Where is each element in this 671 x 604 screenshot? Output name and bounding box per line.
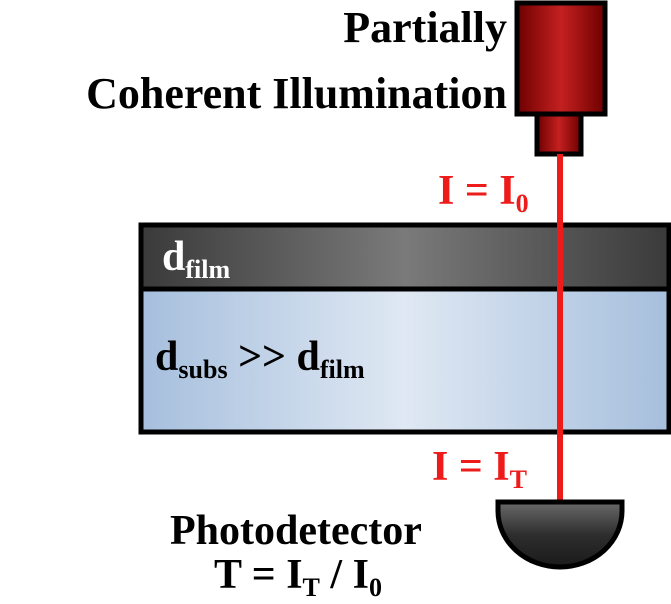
formula-part-b: / I — [319, 552, 369, 598]
substrate-comparison: >> d — [227, 334, 320, 380]
substrate-d-main: d — [155, 334, 179, 380]
photodetector-label: Photodetector — [170, 508, 422, 554]
substrate-thickness-label: dsubs >> dfilm — [155, 334, 365, 383]
incident-intensity-sub: 0 — [515, 189, 529, 219]
source-label-line1: Partially — [343, 3, 507, 52]
lamp-body — [514, 0, 608, 117]
substrate-film-sub: film — [319, 355, 365, 385]
source-label-line2: Coherent Illumination — [86, 69, 507, 118]
film-layer — [138, 222, 671, 292]
formula-sub-b: 0 — [368, 573, 382, 603]
formula-part-a: T = I — [214, 552, 303, 598]
formula-sub-a: T — [302, 573, 320, 603]
incident-intensity-main: I = I — [438, 168, 516, 214]
transmitted-intensity-sub: T — [509, 465, 527, 495]
transmitted-intensity-label: I = IT — [432, 444, 527, 493]
transmittance-formula: T = IT / I0 — [214, 552, 382, 601]
film-thickness-sub: film — [185, 255, 231, 285]
film-thickness-label: dfilm — [162, 234, 230, 283]
transmitted-intensity-main: I = I — [432, 444, 510, 490]
lamp-nozzle — [534, 111, 584, 157]
incident-intensity-label: I = I0 — [438, 168, 529, 217]
film-thickness-main: d — [162, 234, 186, 280]
substrate-d-sub: subs — [178, 355, 228, 385]
photodetector-icon — [495, 499, 625, 570]
